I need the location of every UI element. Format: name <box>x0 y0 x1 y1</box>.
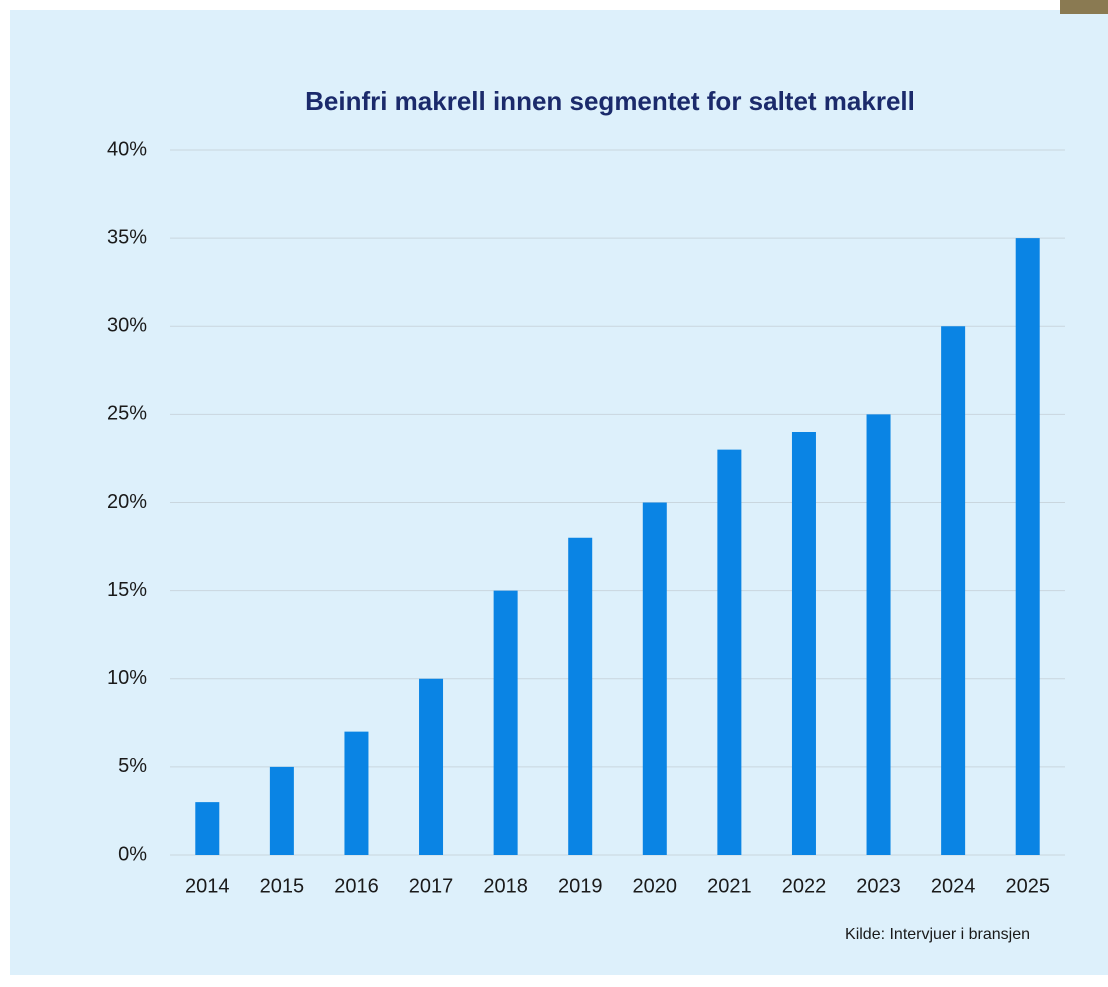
bar <box>791 432 816 855</box>
source-note: Kilde: Intervjuer i bransjen <box>845 926 1030 943</box>
x-tick-label: 2024 <box>931 875 976 897</box>
x-tick-label: 2017 <box>409 875 454 897</box>
bar <box>493 590 518 855</box>
y-tick-label: 35% <box>107 226 147 248</box>
x-tick-label: 2023 <box>856 875 901 897</box>
bar <box>269 766 294 855</box>
y-tick-label: 30% <box>107 315 147 337</box>
bar <box>642 502 667 855</box>
y-tick-label: 5% <box>118 755 147 777</box>
y-tick-label: 10% <box>107 667 147 689</box>
x-tick-label: 2025 <box>1005 875 1050 897</box>
bar <box>568 537 593 855</box>
bar <box>866 414 891 855</box>
y-tick-label: 40% <box>107 138 147 160</box>
x-tick-label: 2021 <box>707 875 752 897</box>
bar <box>344 731 369 855</box>
corner-image <box>1060 0 1108 14</box>
x-tick-label: 2015 <box>260 875 305 897</box>
bar <box>419 678 444 855</box>
bar <box>717 449 742 855</box>
x-tick-label: 2019 <box>558 875 603 897</box>
chart-panel <box>10 10 1108 975</box>
x-tick-label: 2016 <box>334 875 379 897</box>
y-tick-label: 20% <box>107 491 147 513</box>
chart-title: Beinfri makrell innen segmentet for salt… <box>305 86 915 116</box>
bar <box>195 802 220 855</box>
y-tick-label: 0% <box>118 843 147 865</box>
x-tick-label: 2014 <box>185 875 230 897</box>
bar <box>941 326 966 855</box>
x-tick-label: 2020 <box>633 875 678 897</box>
bar <box>1015 238 1040 855</box>
y-tick-label: 25% <box>107 403 147 425</box>
y-tick-label: 15% <box>107 579 147 601</box>
x-tick-label: 2018 <box>483 875 528 897</box>
x-tick-label: 2022 <box>782 875 827 897</box>
